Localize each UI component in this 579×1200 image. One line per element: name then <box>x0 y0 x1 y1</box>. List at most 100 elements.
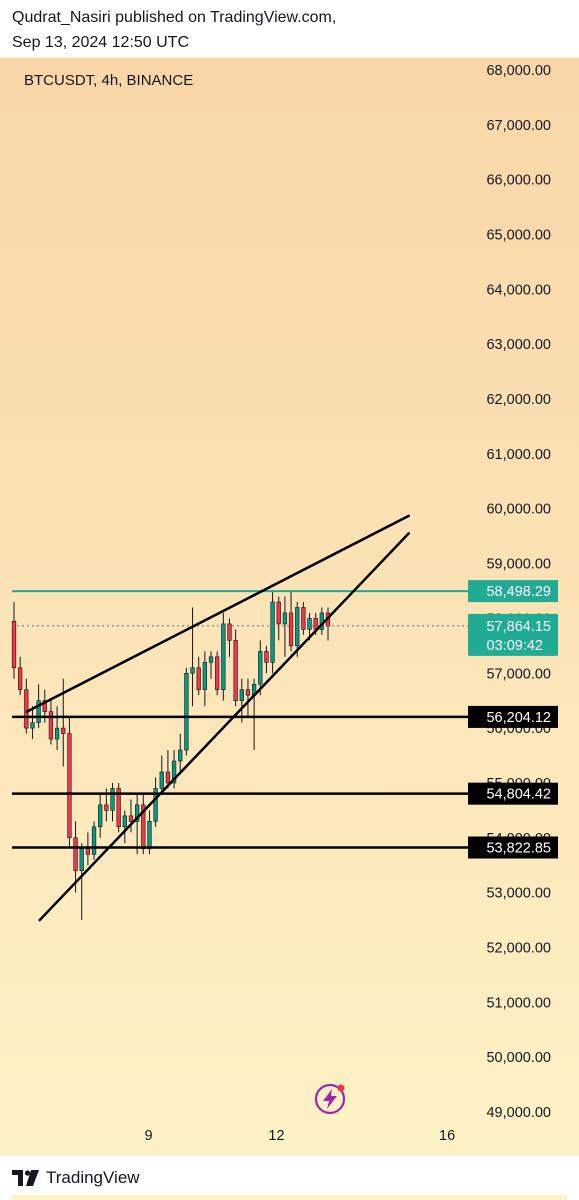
candle[interactable] <box>282 596 288 657</box>
countdown-label: 03:09:42 <box>487 638 543 654</box>
y-tick-label: 57,000.00 <box>486 666 551 682</box>
candle-body <box>295 607 300 647</box>
candle-body <box>171 760 177 784</box>
candle[interactable] <box>79 843 84 921</box>
candle-body <box>190 667 195 674</box>
candle[interactable] <box>153 777 158 827</box>
candle-body <box>270 601 275 663</box>
candle[interactable] <box>18 656 23 696</box>
candle[interactable] <box>276 596 281 641</box>
candle[interactable] <box>325 607 331 641</box>
candle[interactable] <box>116 782 121 833</box>
candle[interactable] <box>141 793 146 855</box>
candle-body <box>30 722 35 729</box>
candle[interactable] <box>134 793 140 855</box>
price-tag-label: 58,498.29 <box>486 584 551 600</box>
price-tag <box>468 836 558 859</box>
candle-body <box>282 612 288 625</box>
candle-body <box>54 727 60 740</box>
trendline-wedge-upper[interactable] <box>25 514 410 713</box>
candle-body <box>307 618 312 630</box>
candle[interactable] <box>48 700 54 745</box>
candle[interactable] <box>245 678 251 718</box>
chart-area[interactable]: BTCUSDT, 4h, BINANCE 68,000.00 67,000.00 6… <box>0 58 579 1155</box>
candle[interactable] <box>98 793 103 838</box>
candle[interactable] <box>196 656 201 696</box>
candle[interactable] <box>159 755 164 794</box>
candle[interactable] <box>295 601 300 657</box>
candle[interactable] <box>202 651 208 707</box>
candle-body <box>159 771 164 789</box>
candle[interactable] <box>30 706 35 740</box>
candle[interactable] <box>264 645 269 674</box>
candle[interactable] <box>11 601 17 679</box>
candle[interactable] <box>301 601 306 635</box>
candle[interactable] <box>227 618 232 657</box>
candlestick-chart[interactable]: BTCUSDT, 4h, BINANCE 68,000.00 67,000.00 6… <box>0 58 579 1155</box>
candle-body <box>288 612 294 647</box>
candle[interactable] <box>178 733 183 772</box>
x-tick-label: 16 <box>439 1128 455 1144</box>
candle[interactable] <box>122 810 127 844</box>
candle-body <box>79 848 84 871</box>
candle[interactable] <box>128 799 134 833</box>
publish-header: Qudrat_Nasiri published on TradingView.c… <box>0 0 579 58</box>
candle-body <box>264 651 269 663</box>
candle[interactable] <box>165 750 171 789</box>
trendline-wedge-lower[interactable] <box>38 532 410 922</box>
candle-body <box>67 733 72 839</box>
candle[interactable] <box>270 591 275 674</box>
candle[interactable] <box>110 782 115 822</box>
candle[interactable] <box>184 667 189 756</box>
candle-body <box>221 623 226 691</box>
candle-body <box>116 788 121 828</box>
candle-body <box>147 821 152 850</box>
tradingview-icon <box>12 1170 39 1186</box>
bolt-icon[interactable] <box>314 1083 346 1115</box>
y-tick-label: 65,000.00 <box>486 228 551 244</box>
candle[interactable] <box>239 678 244 723</box>
x-tick-label: 12 <box>268 1128 284 1144</box>
candle[interactable] <box>91 821 97 860</box>
candle[interactable] <box>319 607 324 635</box>
tradingview-logo[interactable]: TradingView <box>12 1167 140 1189</box>
candle[interactable] <box>251 678 257 751</box>
price-tag <box>468 782 558 805</box>
candle-body <box>227 623 232 641</box>
candle[interactable] <box>233 629 238 707</box>
candle[interactable] <box>258 640 263 696</box>
candle-body <box>134 804 140 822</box>
price-tag-label: 54,804.42 <box>486 787 551 803</box>
candle[interactable] <box>24 678 29 734</box>
price-tag <box>468 705 558 728</box>
candle[interactable] <box>54 706 60 751</box>
y-tick-label: 49,000.00 <box>486 1105 551 1121</box>
candle-body <box>98 804 103 828</box>
candle-body <box>104 804 109 811</box>
y-tick-label: 63,000.00 <box>486 337 551 353</box>
candle-body <box>233 640 238 701</box>
candle[interactable] <box>190 607 195 707</box>
candle-body <box>276 601 281 625</box>
candle[interactable] <box>208 651 214 679</box>
candle[interactable] <box>221 612 226 701</box>
publisher-line: Qudrat_Nasiri published on TradingView.c… <box>12 9 337 26</box>
candle-body <box>36 700 41 723</box>
candle[interactable] <box>67 717 72 849</box>
y-tick-label: 61,000.00 <box>486 447 551 463</box>
candle-body <box>208 656 214 663</box>
price-tag-label: 56,204.12 <box>486 710 551 726</box>
candle-body <box>42 700 47 712</box>
last-price-label: 57,864.15 <box>486 619 551 635</box>
candle-body <box>196 667 201 691</box>
price-tag <box>468 580 558 603</box>
candle[interactable] <box>215 651 220 696</box>
candle[interactable] <box>171 750 177 789</box>
y-tick-label: 64,000.00 <box>486 282 551 298</box>
candle-body <box>24 689 29 729</box>
candle[interactable] <box>288 591 294 652</box>
candle[interactable] <box>85 832 91 866</box>
candle-body <box>141 804 146 850</box>
price-axis[interactable] <box>468 58 579 1155</box>
brand-name: TradingView <box>46 1168 140 1187</box>
